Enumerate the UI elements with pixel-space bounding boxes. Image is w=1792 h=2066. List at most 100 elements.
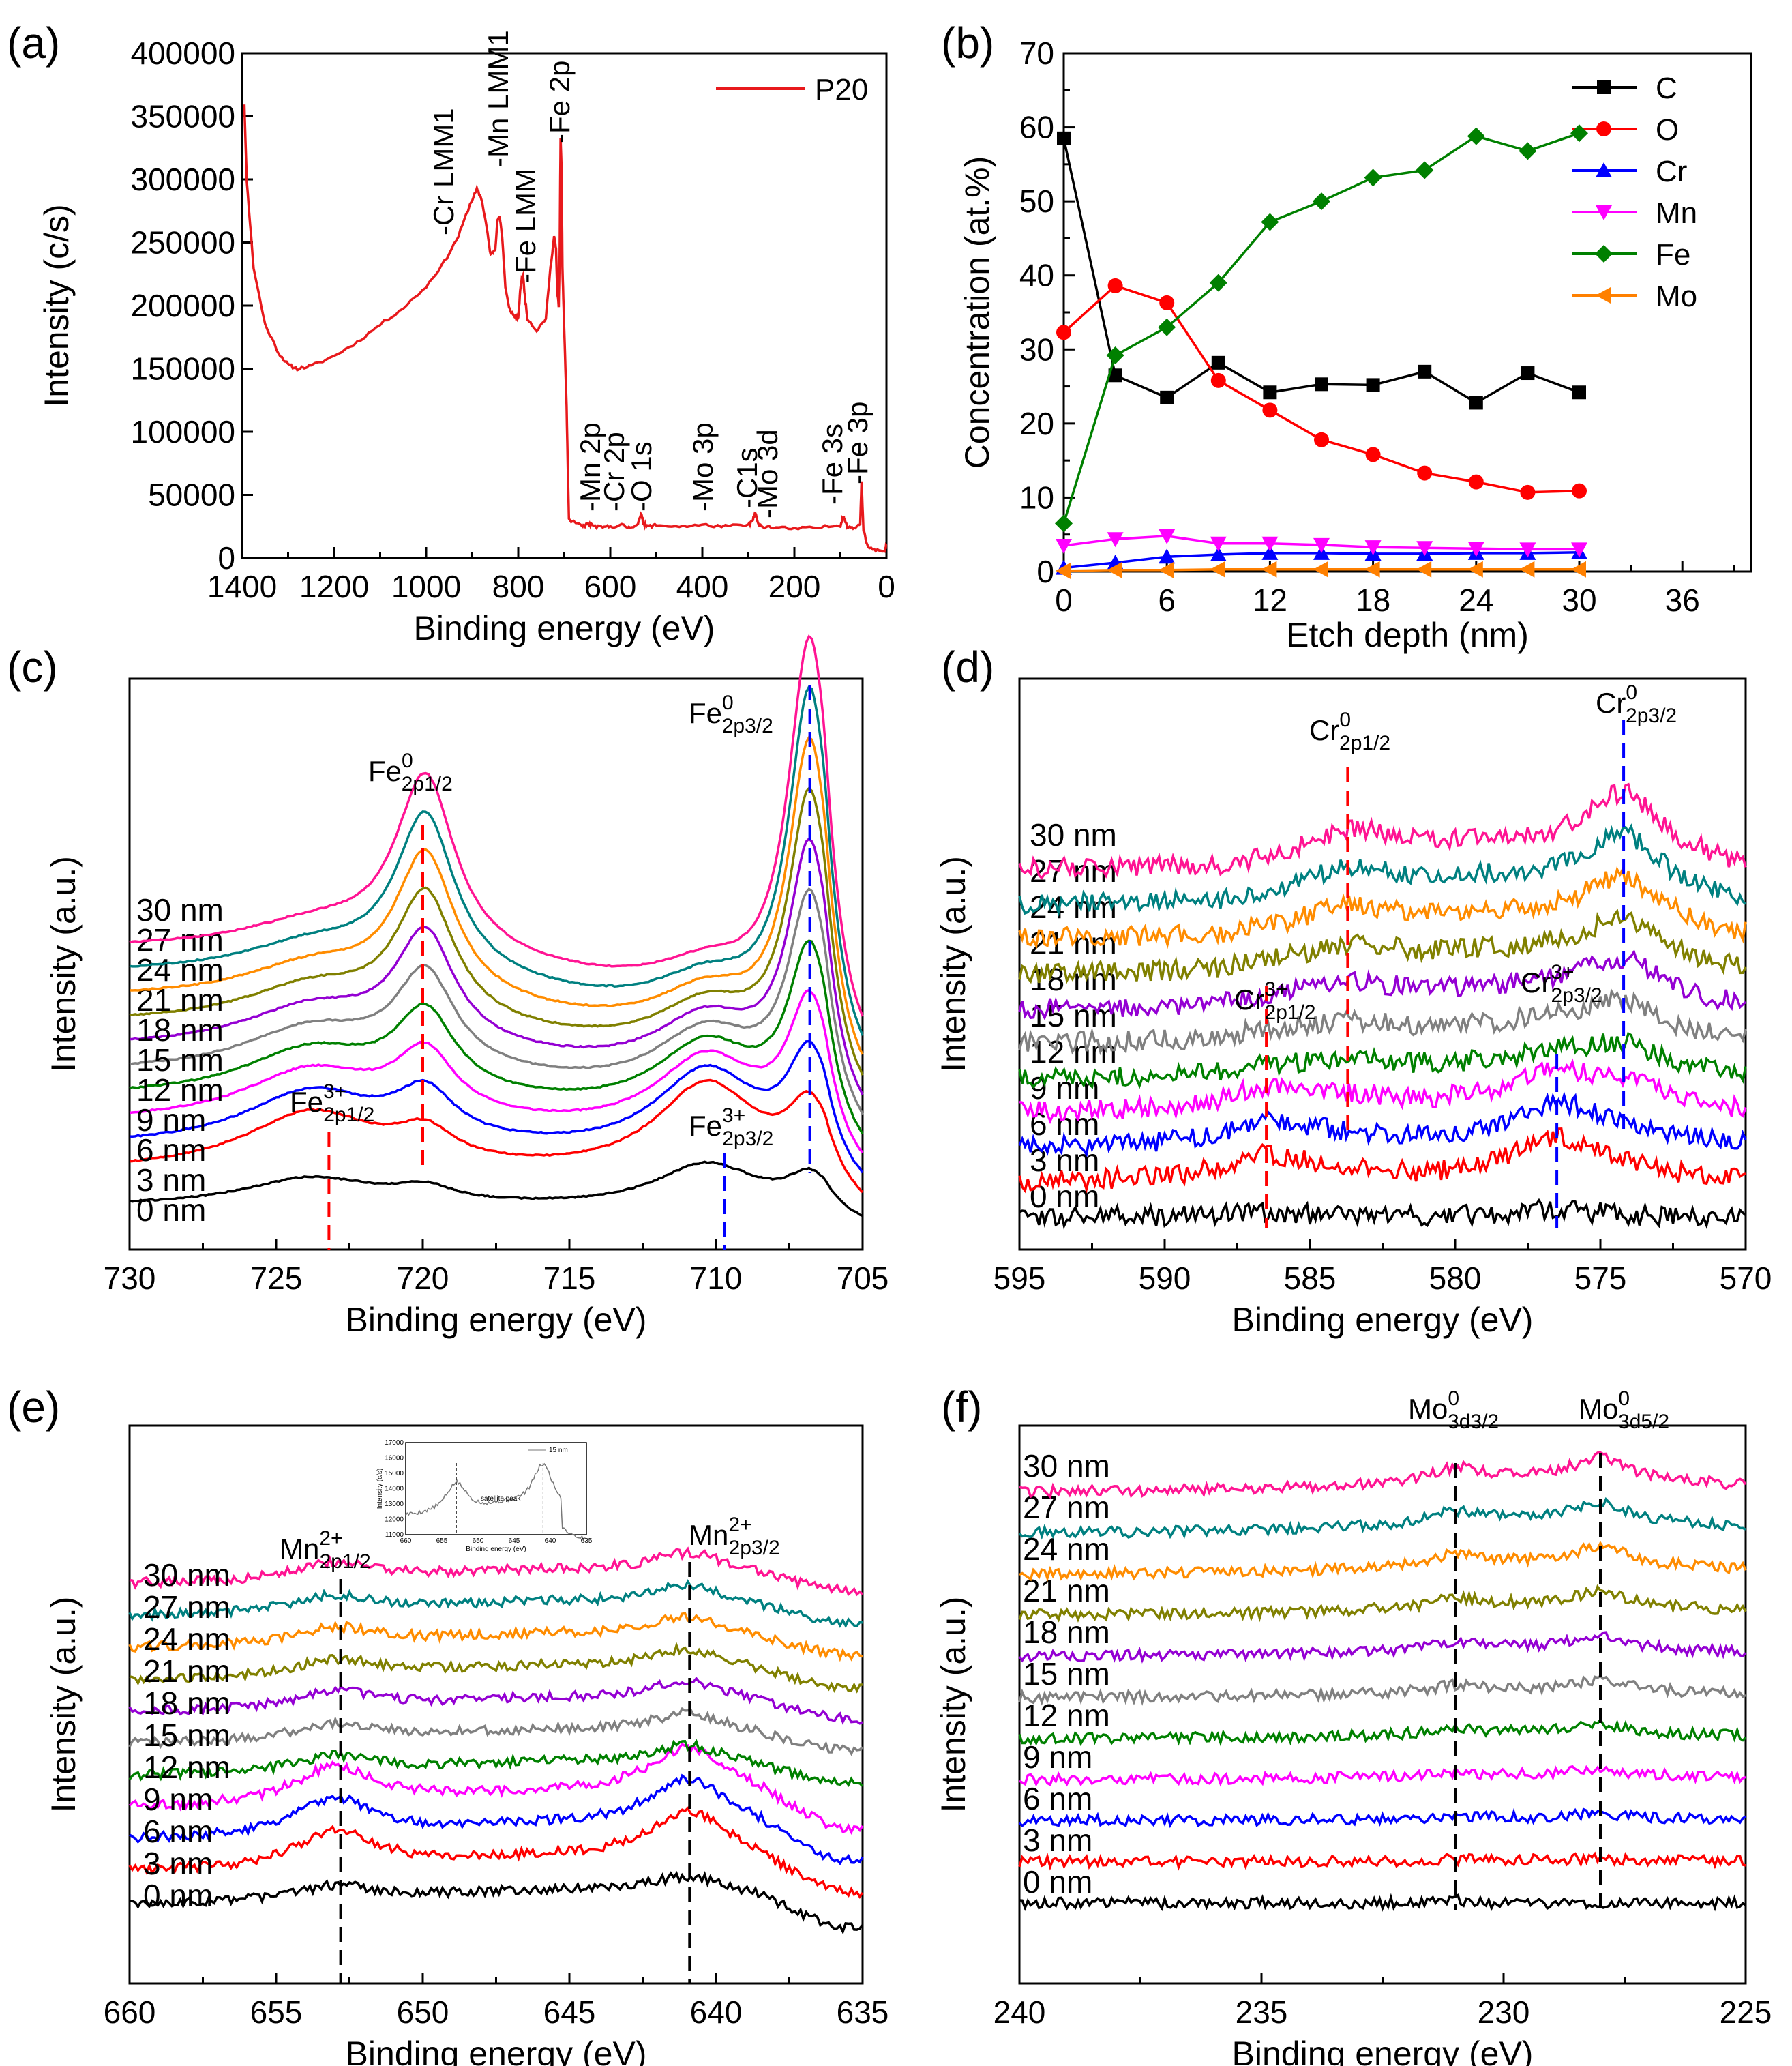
panel-f: (f) 240 235 230 225 Binding energy (eV) Intens… — [934, 1383, 1772, 2066]
legend-label: O — [1656, 113, 1679, 147]
inset-x-tick: 640 — [545, 1537, 556, 1545]
inset-annotation: satellite peak — [481, 1495, 521, 1503]
series-line-18nm — [128, 1677, 863, 1725]
series-line-21nm — [129, 786, 864, 1076]
data-point — [1056, 325, 1071, 340]
series-line-6nm — [129, 1773, 864, 1865]
depth-label: 21 nm — [1023, 1573, 1110, 1608]
depth-label: 12 nm — [136, 1072, 224, 1108]
series-O: O — [1056, 113, 1679, 500]
series-Cr: Cr — [1056, 155, 1687, 575]
data-point — [1107, 532, 1124, 548]
x-tick-label: 400 — [676, 569, 729, 604]
depth-label: 12 nm — [143, 1750, 230, 1785]
x-tick-label: 235 — [1236, 1994, 1288, 2030]
depth-label: 18 nm — [143, 1685, 230, 1721]
series-line-9nm — [1019, 1058, 1747, 1125]
series-line-3nm — [1018, 1127, 1746, 1194]
peak-label-element: Cr — [1521, 966, 1551, 999]
x-tick-label: 230 — [1478, 1994, 1530, 2030]
series-line-9nm — [1019, 1765, 1746, 1787]
data-point — [1570, 124, 1588, 143]
data-point — [1467, 127, 1485, 145]
depth-label: 15 nm — [1023, 1656, 1110, 1692]
data-point — [1417, 465, 1433, 481]
series-line — [1062, 138, 1580, 404]
data-point — [1261, 544, 1279, 560]
depth-label: 3 nm — [1023, 1822, 1092, 1858]
legend-label: Mo — [1656, 280, 1697, 313]
series-line-24nm — [1019, 1541, 1747, 1582]
plot-frame — [1062, 52, 1752, 573]
data-point — [1261, 213, 1279, 231]
plot-frame — [128, 677, 864, 1251]
x-axis-label: Binding energy (eV) — [346, 2035, 647, 2066]
series-line-30nm — [129, 1546, 864, 1597]
series-line-21nm — [129, 1641, 863, 1694]
y-axis-label: Intensity (c/s) — [38, 204, 76, 407]
peak-label-element: Cr — [1234, 984, 1264, 1016]
legend-label: Cr — [1656, 155, 1687, 188]
peak-label-element: Mn — [280, 1533, 319, 1565]
peak-label: -Mo 3d — [751, 429, 783, 518]
data-point — [1313, 561, 1328, 578]
depth-label: 9 nm — [143, 1782, 213, 1817]
series-line-27nm — [1018, 1496, 1746, 1540]
depth-label: 9 nm — [136, 1102, 206, 1138]
inset-x-tick: 650 — [473, 1537, 484, 1545]
x-tick-label: 705 — [837, 1260, 889, 1296]
data-point — [1313, 192, 1330, 211]
x-tick-label: 720 — [397, 1260, 449, 1296]
legend-label: Mn — [1656, 196, 1697, 230]
peak-label-sub: 2p1/2 — [323, 1104, 374, 1126]
series-line-12nm — [129, 939, 864, 1135]
series-line-6nm — [1018, 1091, 1747, 1157]
peak-label-sub: 2p1/2 — [320, 1550, 371, 1573]
series-line-15nm — [1018, 988, 1747, 1056]
peak-label: Cr0 2p1/2 — [1309, 709, 1390, 754]
y-tick-label: 400000 — [131, 35, 236, 71]
depth-label: 15 nm — [136, 1042, 224, 1078]
series-line-24nm — [129, 735, 864, 1055]
x-tick-label: 660 — [104, 1994, 156, 2030]
y-tick-label: 30 — [1019, 331, 1054, 367]
y-axis-label: Intensity (a.u.) — [44, 856, 83, 1072]
y-tick-label: 50 — [1019, 183, 1054, 219]
inset-y-label: Intensity (c/s) — [376, 1469, 384, 1509]
peak-label: -Fe 2p — [543, 61, 576, 143]
series-line-18nm — [1018, 1631, 1747, 1664]
data-point — [1467, 542, 1484, 557]
legend-marker — [1596, 287, 1611, 304]
panel-b: (b) 0 10 20 30 40 50 60 70 0 6 12 18 24 30 36 Etch depth… — [941, 18, 1752, 654]
series-Mo: Mo — [1056, 280, 1697, 579]
series-line-24nm — [128, 1612, 863, 1662]
data-point — [1519, 542, 1536, 558]
peak-label-element: Mn — [689, 1519, 728, 1551]
x-tick-label: 595 — [994, 1260, 1046, 1296]
depth-label: 15 nm — [143, 1717, 230, 1753]
peak-label-sup: 3+ — [722, 1104, 745, 1127]
series-line-6nm — [1018, 1807, 1747, 1829]
series-line-12nm — [1018, 1031, 1747, 1089]
peak-label-sup: 3+ — [1264, 978, 1287, 1001]
x-tick-label: 24 — [1459, 582, 1493, 618]
depth-label: 12 nm — [1023, 1698, 1110, 1733]
series-line-6nm — [129, 1039, 864, 1174]
y-tick-label: 40 — [1019, 258, 1054, 293]
peak-label-sup: 3+ — [1551, 961, 1574, 984]
depth-label: 6 nm — [143, 1814, 213, 1849]
peak-label: -Fe LMM — [509, 168, 541, 283]
peak-label-sub: 3d5/2 — [1618, 1411, 1669, 1433]
peak-label-element: Cr — [1309, 714, 1339, 746]
depth-label: 18 nm — [136, 1012, 224, 1048]
depth-label: 30 nm — [1030, 817, 1117, 853]
series-line-27nm — [129, 685, 864, 1036]
peak-label-element: Mo — [1579, 1393, 1618, 1425]
peak-label-element: Mo — [1408, 1393, 1448, 1425]
legend-marker — [1596, 121, 1611, 136]
data-point — [1056, 562, 1071, 579]
y-axis-label: Intensity (a.u.) — [934, 856, 972, 1072]
depth-label: 30 nm — [1023, 1448, 1110, 1484]
data-point — [1364, 540, 1382, 556]
inset-x-tick: 655 — [436, 1537, 448, 1545]
